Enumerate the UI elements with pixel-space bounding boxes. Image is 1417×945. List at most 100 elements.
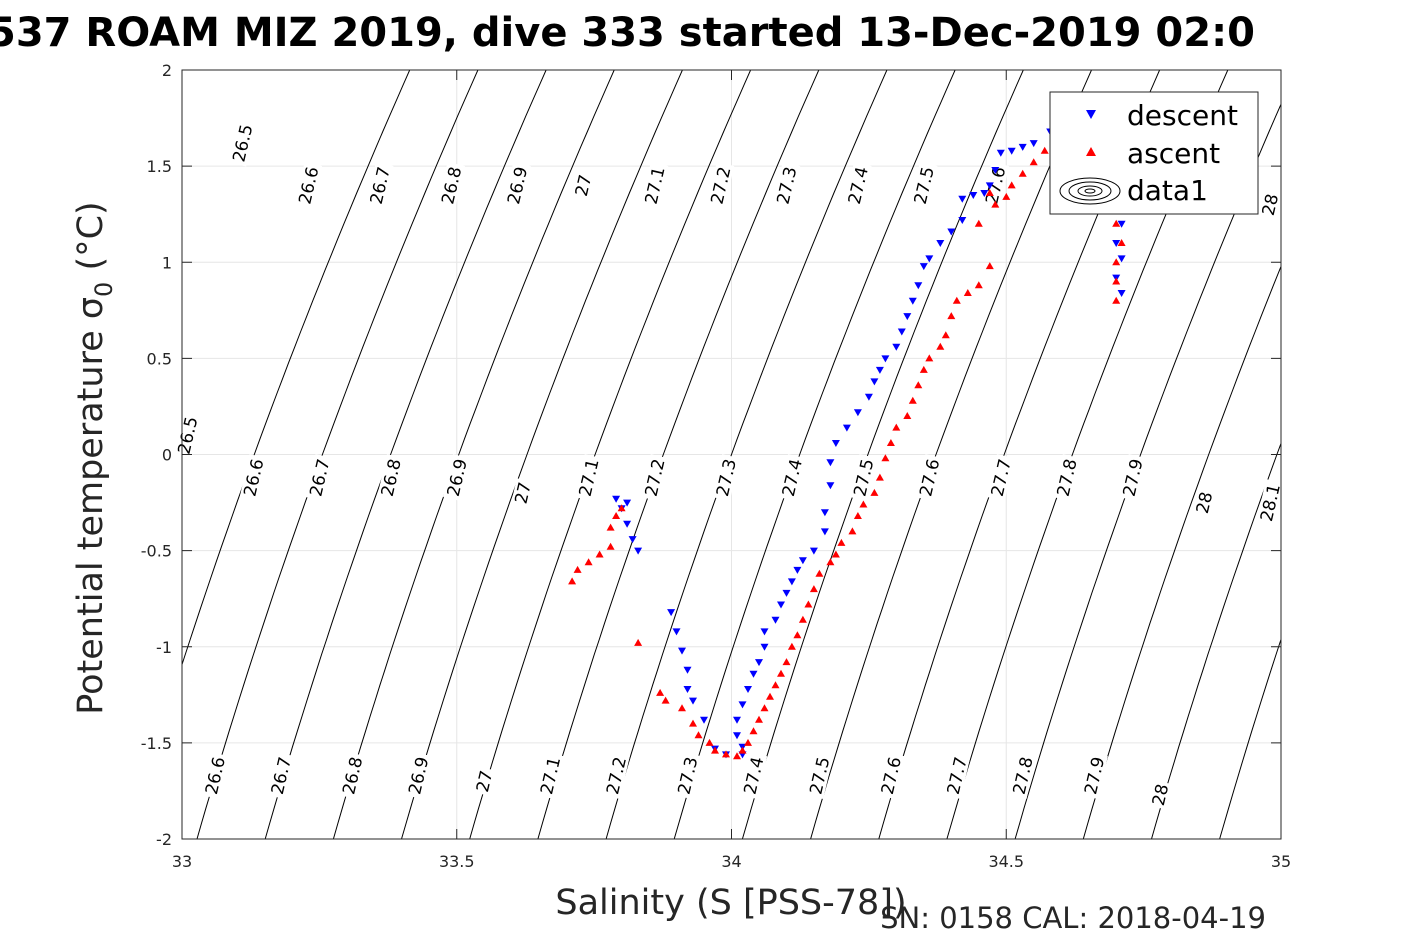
ascent-point bbox=[738, 746, 747, 754]
descent-point bbox=[689, 697, 697, 705]
descent-point bbox=[826, 482, 835, 490]
descent-point bbox=[628, 536, 637, 544]
ascent-point bbox=[661, 696, 670, 704]
ascent-point bbox=[974, 219, 983, 227]
y-tick-label: -1.5 bbox=[141, 734, 172, 753]
ascent-point bbox=[963, 289, 972, 296]
density-contour-line bbox=[264, 70, 547, 839]
contour-label-bg bbox=[366, 161, 394, 209]
descent-point bbox=[842, 424, 851, 432]
descent-point bbox=[700, 716, 708, 724]
descent-point bbox=[1029, 140, 1038, 148]
contour-label-bg bbox=[1192, 487, 1216, 518]
contour-label-bg bbox=[1256, 479, 1284, 527]
descent-point bbox=[1117, 255, 1126, 263]
contour-label-bg bbox=[910, 161, 938, 209]
descent-point bbox=[980, 190, 989, 197]
y-tick-label: 0 bbox=[162, 446, 172, 465]
ascent-point bbox=[859, 500, 868, 508]
descent-point bbox=[936, 240, 945, 247]
ascent-point bbox=[831, 550, 840, 558]
y-axis-label: Potential temperature σ0 (°C) bbox=[71, 201, 118, 714]
density-contour-line bbox=[1219, 637, 1281, 839]
ascent-point bbox=[919, 365, 928, 373]
descent-point bbox=[1112, 240, 1121, 247]
contour-label-bg bbox=[443, 454, 471, 502]
contour-label: 28 bbox=[1192, 487, 1217, 518]
descent-point bbox=[667, 609, 676, 617]
contour-label-bg bbox=[849, 454, 878, 502]
chart-title: 537 ROAM MIZ 2019, dive 333 started 13-D… bbox=[0, 10, 1255, 56]
x-tick-label: 35 bbox=[1271, 852, 1291, 871]
axis-ticks: 33 33.5 34 34.5 35 -2 -1.5 -1 -0.5 0 0.5 1 1.5 2 bbox=[141, 61, 1291, 871]
ascent-point bbox=[925, 354, 934, 362]
ascent-point bbox=[766, 692, 774, 700]
ascent-point bbox=[595, 550, 604, 558]
density-contour-line bbox=[810, 70, 1092, 839]
descent-point bbox=[820, 528, 829, 536]
ascent-point bbox=[1002, 192, 1011, 200]
descent-point bbox=[853, 409, 862, 417]
descent-point bbox=[738, 701, 747, 709]
density-contour-line bbox=[1082, 265, 1281, 839]
contour-label-bg bbox=[294, 161, 323, 209]
ascent-point bbox=[1112, 277, 1121, 285]
contour-label-bg bbox=[778, 454, 806, 502]
descent-point bbox=[809, 547, 818, 555]
y-axis-label-text: Potential temperature bbox=[71, 319, 111, 715]
ascent-point bbox=[634, 638, 643, 646]
contour-label: 28 bbox=[1258, 189, 1283, 220]
descent-point bbox=[870, 378, 879, 386]
y-tick-label: -1 bbox=[156, 638, 172, 657]
y-tick-label: -0.5 bbox=[141, 542, 172, 561]
legend-box bbox=[1049, 91, 1259, 215]
descent-point bbox=[755, 659, 763, 667]
contour-label-bg bbox=[1118, 454, 1147, 502]
ascent-point bbox=[1040, 146, 1049, 154]
contour-label: 27.8 bbox=[1052, 454, 1082, 502]
ascent-point bbox=[584, 558, 593, 566]
descent-point bbox=[733, 732, 741, 740]
ascent-point bbox=[941, 331, 950, 339]
ascent-point bbox=[974, 281, 983, 289]
ascent-point bbox=[826, 558, 835, 566]
density-contour-line bbox=[196, 70, 479, 839]
contour-label: 26.8 bbox=[437, 161, 466, 209]
descent-point bbox=[623, 520, 632, 528]
contour-label-bg bbox=[987, 454, 1015, 502]
ascent-point bbox=[722, 750, 730, 758]
contour-label-bg bbox=[239, 454, 268, 502]
ascent-point bbox=[848, 527, 857, 535]
y-tick-label: 0.5 bbox=[147, 349, 172, 368]
x-tick-label: 34.5 bbox=[988, 852, 1024, 871]
contour-label-bg bbox=[404, 752, 433, 800]
ascent-point bbox=[760, 704, 769, 712]
legend-ascent-marker bbox=[1086, 147, 1096, 156]
contour-label-bg bbox=[844, 161, 872, 209]
contour-label-bg bbox=[1148, 780, 1172, 810]
descent-point bbox=[683, 686, 692, 693]
ascent-point bbox=[804, 600, 813, 608]
contour-label-bg bbox=[305, 454, 334, 502]
legend-data1-label: data1 bbox=[1127, 174, 1208, 207]
descent-point bbox=[1117, 220, 1126, 228]
ascent-point bbox=[782, 658, 791, 666]
ascent-point bbox=[755, 715, 763, 723]
descent-point bbox=[919, 263, 928, 271]
contour-label-text: 27 bbox=[511, 480, 535, 506]
ascent-point bbox=[914, 381, 923, 389]
ascent-point bbox=[936, 342, 945, 350]
contour-label-bg bbox=[571, 170, 595, 201]
x-tick-label: 34 bbox=[721, 852, 741, 871]
y-tick-label: 1.5 bbox=[147, 157, 172, 176]
ascent-point bbox=[787, 642, 796, 650]
x-tick-label: 33 bbox=[172, 852, 192, 871]
contour-label-bg bbox=[503, 161, 531, 209]
ascent-point bbox=[1029, 158, 1038, 166]
contour-label: 27 bbox=[571, 170, 596, 201]
descent-point bbox=[782, 589, 791, 597]
contour-label-text: 28 bbox=[1149, 782, 1173, 808]
ascent-point bbox=[1112, 296, 1121, 304]
density-contour-line bbox=[605, 70, 888, 839]
ascent-point bbox=[617, 504, 626, 512]
